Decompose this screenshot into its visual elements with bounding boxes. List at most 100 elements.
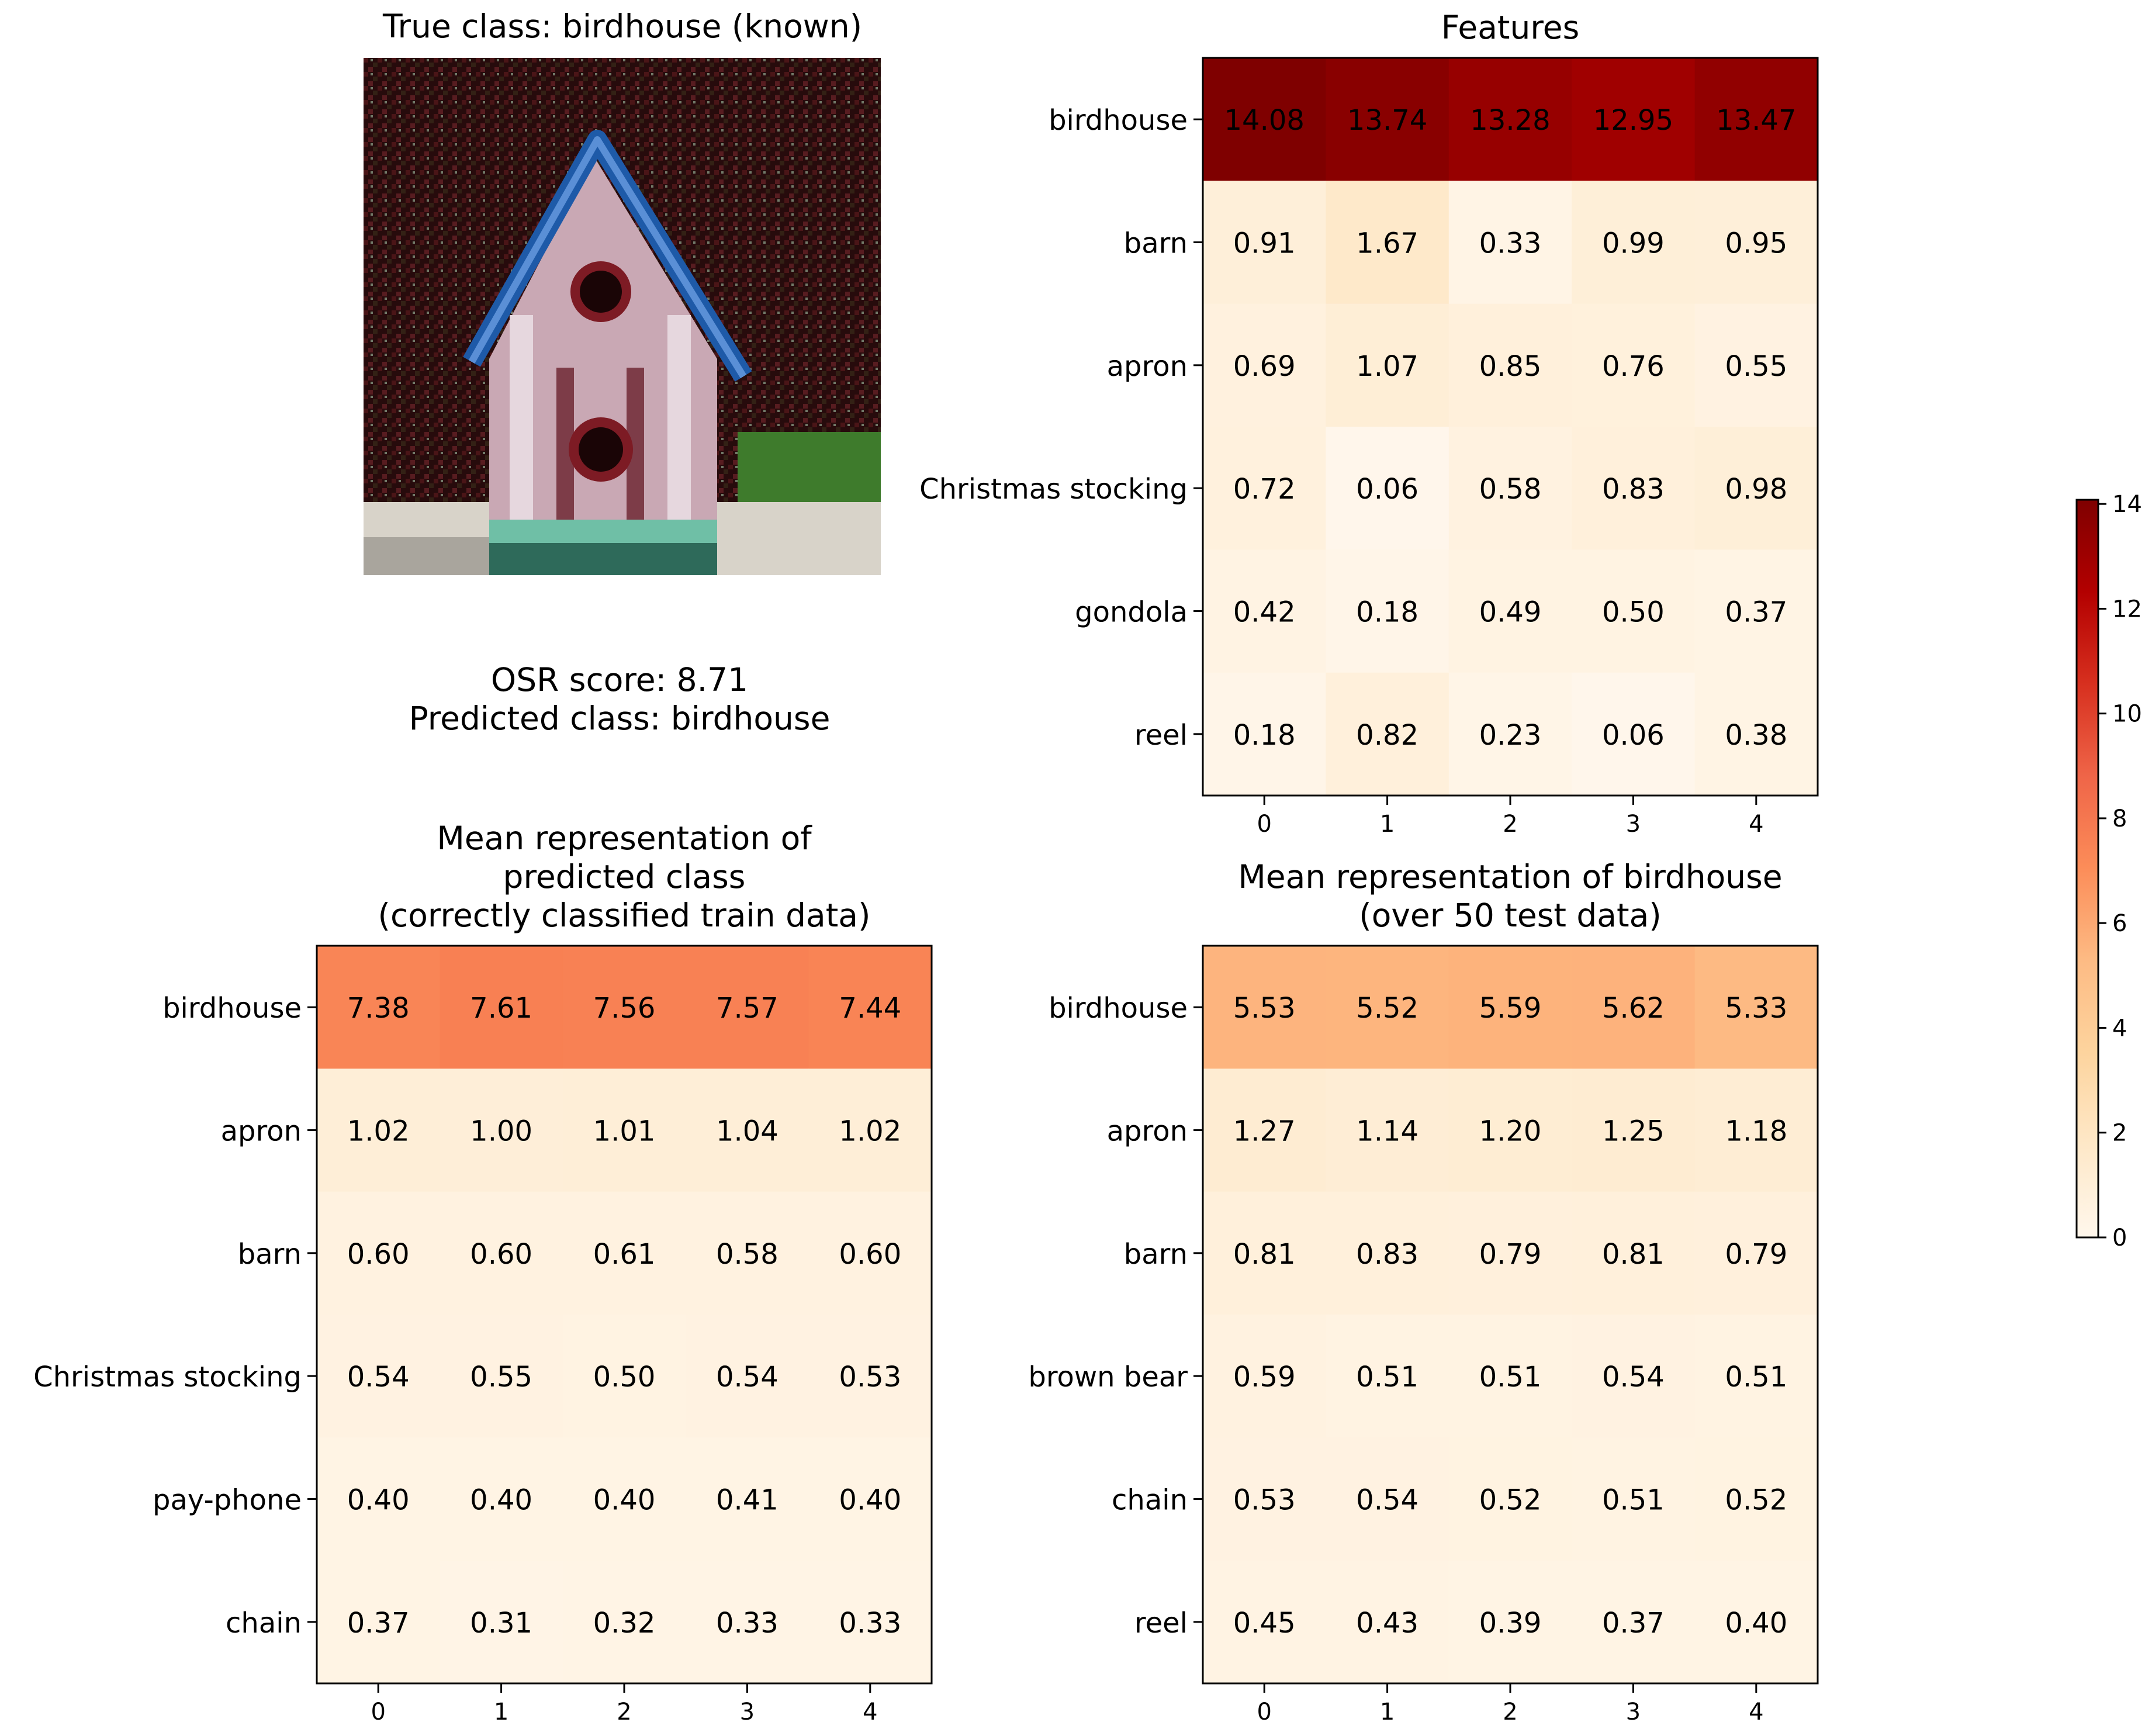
cell-value-label: 0.40: [347, 1484, 410, 1517]
cell-value-label: 13.74: [1347, 104, 1427, 137]
heatmap-cell: [1694, 672, 1818, 796]
heatmap-cell: [686, 1437, 809, 1561]
col-label: 2: [617, 1699, 631, 1725]
row-label: chain: [1112, 1484, 1188, 1517]
row-label: birdhouse: [1049, 992, 1188, 1025]
heatmap-cell: [562, 946, 686, 1069]
heatmap-cell: [1572, 427, 1696, 550]
heatmap-cell: [1326, 427, 1449, 550]
heatmap-cell: [1448, 303, 1572, 427]
heatmap-cell: [1572, 1437, 1696, 1561]
heatmap-cell: [1203, 1191, 1326, 1315]
cell-value-label: 0.51: [1356, 1361, 1418, 1393]
cell-value-label: 0.79: [1479, 1238, 1542, 1271]
cell-value-label: 1.14: [1356, 1115, 1418, 1148]
heatmap-cell: [1572, 1191, 1696, 1315]
heatmap-cell: [808, 1560, 932, 1684]
heatmap-cell: [808, 1191, 932, 1315]
cell-value-label: 0.79: [1725, 1238, 1787, 1271]
cell-value-label: 1.18: [1725, 1115, 1787, 1148]
cell-value-label: 0.50: [1602, 596, 1665, 629]
col-label: 3: [740, 1699, 755, 1725]
cell-value-label: 0.50: [593, 1361, 656, 1393]
heatmap-cell: [440, 1437, 563, 1561]
cell-value-label: 7.61: [470, 992, 532, 1025]
row-label: reel: [1134, 719, 1188, 752]
cell-value-label: 0.85: [1479, 350, 1542, 383]
birdhouse-photo: [364, 58, 881, 575]
cell-value-label: 0.83: [1356, 1238, 1418, 1271]
heatmap-cell: [1694, 549, 1818, 673]
cell-value-label: 1.02: [347, 1115, 410, 1148]
cell-value-label: 0.54: [1356, 1484, 1418, 1517]
cell-value-label: 5.59: [1479, 992, 1542, 1025]
cell-value-label: 0.18: [1233, 719, 1296, 752]
cell-value-label: 0.37: [1602, 1607, 1665, 1640]
predicted-class: Predicted class: birdhouse: [409, 700, 831, 737]
cell-value-label: 13.28: [1470, 104, 1550, 137]
cell-value-label: 0.59: [1233, 1361, 1296, 1393]
row-label: reel: [1134, 1607, 1188, 1640]
cell-value-label: 0.81: [1233, 1238, 1296, 1271]
cell-value-label: 0.40: [470, 1484, 532, 1517]
cell-value-label: 0.06: [1602, 719, 1665, 752]
heatmap-cell: [686, 1315, 809, 1438]
cell-value-label: 1.04: [716, 1115, 779, 1148]
col-label: 3: [1626, 1699, 1641, 1725]
heatmap-cell: [1572, 181, 1696, 305]
heatmap-cell: [1694, 427, 1818, 550]
heatmap-cell: [1326, 1068, 1449, 1192]
cell-value-label: 13.47: [1716, 104, 1796, 137]
cell-value-label: 0.82: [1356, 719, 1418, 752]
heatmap-cell: [808, 1315, 932, 1438]
heatmap-title-line: Mean representation of: [437, 819, 812, 857]
cell-value-label: 0.18: [1356, 596, 1418, 629]
cell-value-label: 0.40: [1725, 1607, 1787, 1640]
heatmap-cell: [1694, 303, 1818, 427]
row-label: apron: [1107, 1115, 1188, 1148]
heatmap-cell: [1448, 1068, 1572, 1192]
cell-value-label: 1.25: [1602, 1115, 1665, 1148]
heatmap-cell: [317, 1315, 440, 1438]
heatmap-cell: [1326, 672, 1449, 796]
heatmap-cell: [440, 1191, 563, 1315]
heatmap-title-line: predicted class: [503, 858, 746, 895]
heatmap-cell: [808, 1068, 932, 1192]
cell-value-label: 0.53: [839, 1361, 901, 1393]
cell-value-label: 0.69: [1233, 350, 1296, 383]
cell-value-label: 0.43: [1356, 1607, 1418, 1640]
cell-value-label: 0.60: [839, 1238, 901, 1271]
cell-value-label: 0.31: [470, 1607, 532, 1640]
cell-value-label: 1.27: [1233, 1115, 1296, 1148]
heatmap-cell: [686, 946, 809, 1069]
heatmap-cell: [317, 946, 440, 1069]
heatmap-cell: [808, 946, 932, 1069]
heatmap-cell: [686, 1068, 809, 1192]
cell-value-label: 0.54: [1602, 1361, 1665, 1393]
cell-value-label: 5.52: [1356, 992, 1418, 1025]
heatmap-title-line: (correctly classified train data): [378, 897, 871, 934]
cell-value-label: 7.56: [593, 992, 656, 1025]
row-label: Christmas stocking: [919, 473, 1188, 506]
cell-value-label: 14.08: [1224, 104, 1304, 137]
cell-value-label: 1.02: [839, 1115, 901, 1148]
heatmap-cell: [317, 1191, 440, 1315]
birdhouse-image: [364, 58, 881, 575]
row-label: birdhouse: [1049, 104, 1188, 137]
heatmap-cell: [1326, 946, 1449, 1069]
cell-value-label: 5.33: [1725, 992, 1787, 1025]
cell-value-label: 0.45: [1233, 1607, 1296, 1640]
heatmap-cell: [1694, 1315, 1818, 1438]
image-title: True class: birdhouse (known): [382, 8, 863, 45]
heatmap-cell: [1448, 427, 1572, 550]
cell-value-label: 0.52: [1479, 1484, 1542, 1517]
heatmap-cell: [1572, 1560, 1696, 1684]
heatmap-cell: [1203, 1560, 1326, 1684]
cell-value-label: 1.20: [1479, 1115, 1542, 1148]
heatmap-cell: [1694, 946, 1818, 1069]
heatmap-cell: [1448, 1560, 1572, 1684]
cell-value-label: 1.00: [470, 1115, 532, 1148]
cell-value-label: 0.51: [1479, 1361, 1542, 1393]
heatmap-cell: [1326, 181, 1449, 305]
heatmap-cell: [1448, 1437, 1572, 1561]
